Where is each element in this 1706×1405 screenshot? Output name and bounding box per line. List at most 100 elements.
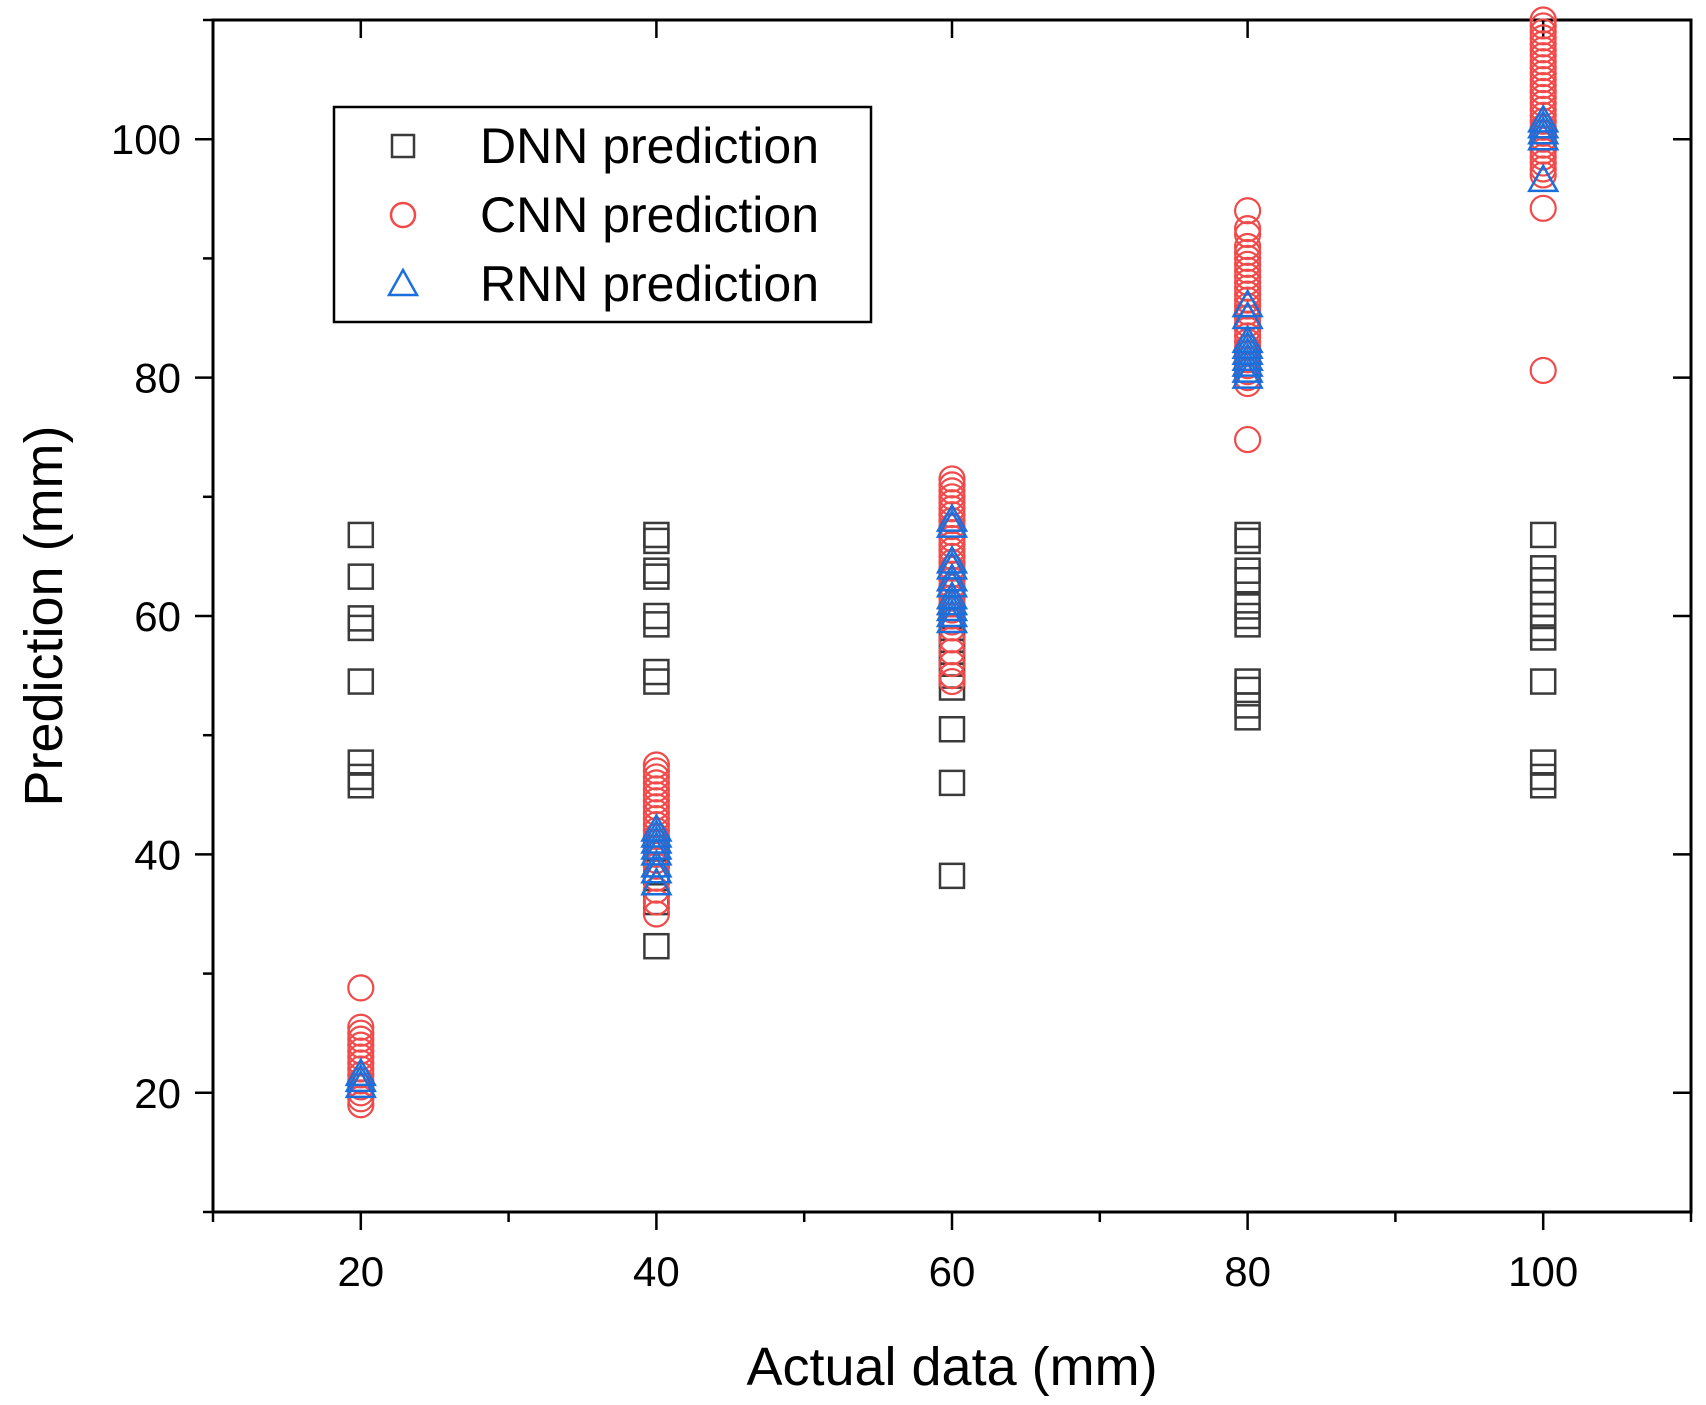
dnn-point [1234,527,1261,555]
rnn-point [640,866,673,896]
x-tick-label: 60 [929,1248,976,1295]
legend-label-cnn: CNN prediction [480,187,819,243]
legend-triangle-marker-icon [386,267,420,297]
cnn-point [1529,65,1557,94]
cnn-point [1529,54,1557,82]
cnn-point [1529,71,1557,100]
rnn-point [1527,109,1560,139]
y-tick-label: 80 [134,355,181,402]
cnn-point [938,667,966,696]
cnn-point [938,661,966,690]
dnn-point [1234,676,1261,704]
cnn-point [1233,286,1262,314]
cnn-point [1233,425,1262,454]
rnn-point [935,509,969,538]
legend-circle-marker-icon [389,201,417,229]
dnn-point [1529,521,1557,549]
cnn-point [1233,256,1262,284]
x-tick-label: 20 [337,1248,384,1295]
cnn-point [1233,238,1262,267]
y-tick-labels: 20 40 60 80 100 [111,116,181,1117]
dnn-point [1529,624,1557,651]
cnn-point [642,757,671,785]
rnn-point [344,1069,377,1099]
rnn-point [640,818,673,848]
x-tick-label: 40 [633,1248,680,1295]
x-tick-label: 80 [1224,1248,1271,1295]
cnn-point [1529,48,1557,76]
rnn-point [1527,121,1560,151]
dnn-point [1234,566,1261,594]
dnn-point [1234,704,1261,731]
cnn-point [347,1055,375,1083]
axis-ticks [195,18,1693,1230]
cnn-point [938,495,966,523]
legend-box [332,105,873,324]
rnn-point [1527,115,1560,145]
cnn-point [1529,155,1557,183]
rnn-point [640,848,673,878]
dnn-point [347,521,375,549]
cnn-point [1529,42,1557,70]
cnn-point [938,530,966,559]
cnn-point [1529,60,1557,88]
dnn-point [347,772,375,799]
dnn-point [347,668,375,695]
dnn-point [1234,611,1261,638]
series-rnn-prediction [344,103,1560,1099]
cnn-point [642,900,671,928]
cnn-point [347,974,375,1002]
rnn-point [640,836,673,866]
cnn-point [642,763,671,791]
rnn-point [935,503,969,532]
cnn-point [938,501,966,529]
cnn-point [347,1091,375,1119]
rnn-point [1527,103,1560,133]
cnn-point [642,751,671,779]
cnn-point [347,1019,375,1047]
cnn-point [1233,197,1262,225]
dnn-point [643,527,670,555]
dnn-point [1529,668,1557,695]
cnn-point [347,1049,375,1077]
cnn-point [642,769,671,797]
cnn-point [938,650,966,678]
cnn-point [1529,24,1557,52]
cnn-point [642,775,671,803]
y-tick-label: 20 [134,1070,181,1117]
dnn-point [643,611,670,638]
y-axis-title: Prediction (mm) [14,425,74,806]
cnn-point [1529,12,1557,40]
cnn-point [1233,250,1262,278]
rnn-point [1527,163,1560,193]
x-axis-title: Actual data (mm) [746,1337,1157,1397]
rnn-point [1231,360,1264,389]
cnn-point [938,471,966,499]
cnn-point [1233,215,1262,243]
dnn-point [1529,772,1557,799]
cnn-point [1529,143,1557,171]
cnn-point [938,489,966,517]
rnn-point [935,586,969,616]
rnn-point [344,1063,377,1093]
rnn-point [935,592,969,622]
rnn-point [344,1057,377,1087]
legend: DNN prediction CNN prediction RNN predic… [332,105,873,324]
dnn-point [347,563,375,590]
rnn-point [1231,354,1264,383]
y-tick-label: 40 [134,831,181,878]
cnn-point [1529,30,1557,58]
cnn-point [1529,161,1557,189]
legend-label-dnn: DNN prediction [480,118,819,174]
y-tick-label: 100 [111,116,181,163]
dnn-point [938,862,966,890]
cnn-point [1529,194,1557,222]
cnn-point [1529,36,1557,64]
cnn-point [347,1025,375,1053]
rnn-point [1231,288,1264,318]
dnn-point [347,614,375,642]
cnn-point [347,1013,375,1041]
y-tick-label: 60 [134,593,181,640]
cnn-point [1529,18,1557,46]
